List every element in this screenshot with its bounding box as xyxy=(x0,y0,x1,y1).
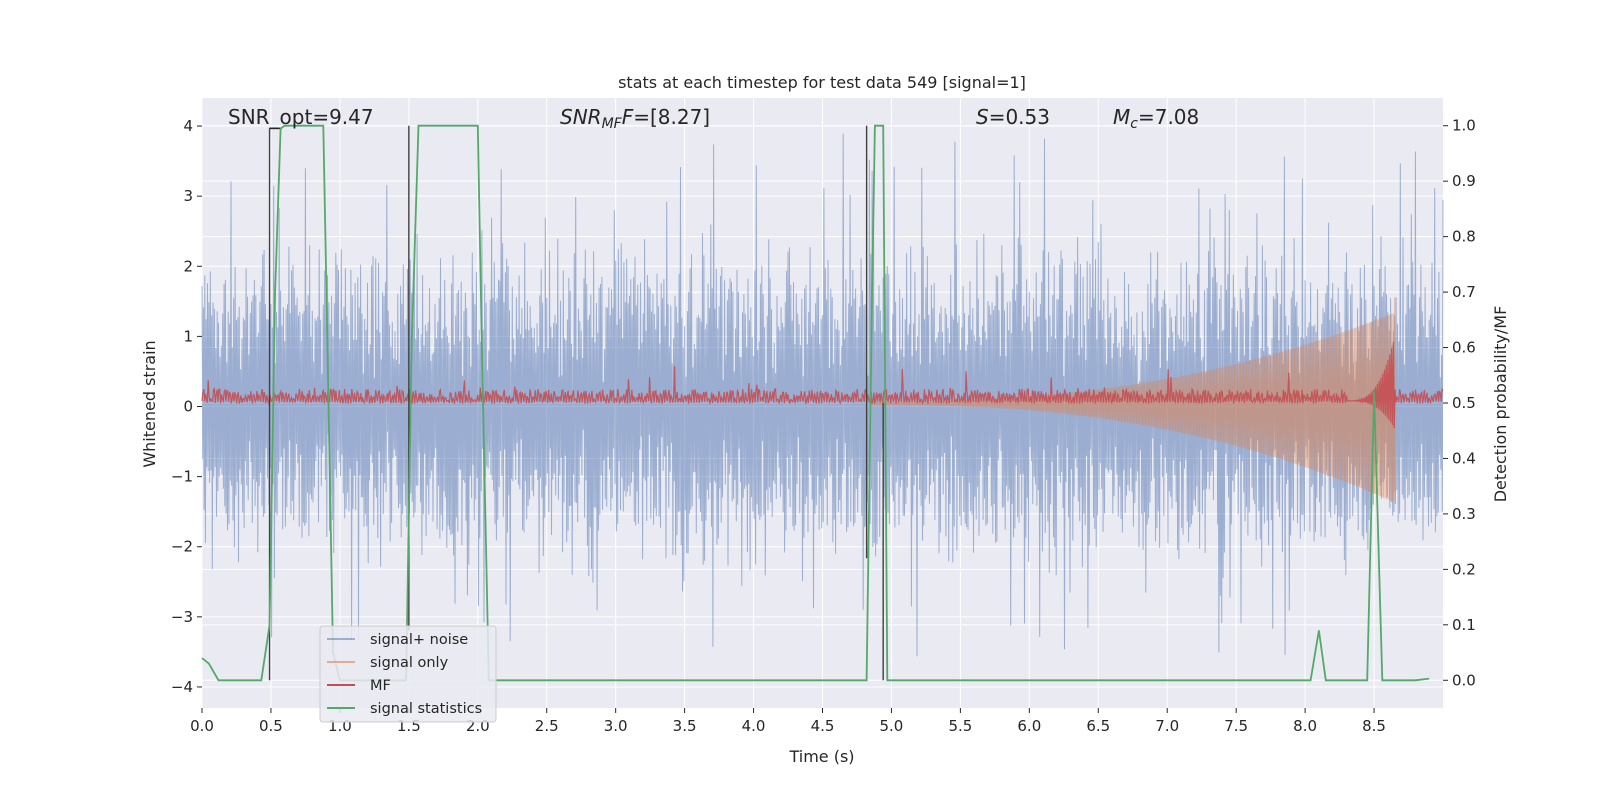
y-right-tick-label-7: 0.7 xyxy=(1452,283,1476,301)
legend-label-signal-statistics: signal statistics xyxy=(370,701,482,717)
x-tick-label-13: 6.5 xyxy=(1086,717,1110,735)
y-right-tick-label-3: 0.3 xyxy=(1452,505,1476,523)
x-axis-label: Time (s) xyxy=(788,747,854,766)
signal-statistics-line xyxy=(201,124,1430,682)
x-tick-label-15: 7.5 xyxy=(1224,717,1248,735)
signal-only-line xyxy=(870,297,1396,503)
legend-box xyxy=(319,625,497,723)
annotation-snr-mf: SNRMFF=[8.27] xyxy=(560,105,710,132)
x-tick-label-8: 4.0 xyxy=(742,717,766,735)
y-left-tick-label-3: −1 xyxy=(171,468,193,486)
legend-label-signal-only: signal only xyxy=(370,655,449,671)
y-left-tick-label-2: −2 xyxy=(171,538,193,556)
annotation-s: S=0.53 xyxy=(976,105,1050,129)
y-right-tick-label-2: 0.2 xyxy=(1452,560,1476,578)
x-tick-label-0: 0.0 xyxy=(190,717,214,735)
y-right-tick-labels: 0.0 0.1 0.2 0.3 0.4 0.5 0.6 0.7 0.8 0.9 1.0 xyxy=(1443,117,1476,689)
x-tick-label-16: 8.0 xyxy=(1293,717,1317,735)
x-tick-label-9: 4.5 xyxy=(811,717,835,735)
y-right-tick-label-10: 1.0 xyxy=(1452,117,1476,135)
series-signal-statistics xyxy=(201,124,1430,682)
y-right-tick-label-0: 0.0 xyxy=(1452,671,1476,689)
x-tick-label-12: 6.0 xyxy=(1017,717,1041,735)
x-tick-label-11: 5.5 xyxy=(948,717,972,735)
y-left-axis-label: Whitened strain xyxy=(140,340,159,467)
y-right-tick-label-4: 0.4 xyxy=(1452,449,1476,467)
y-right-tick-label-8: 0.8 xyxy=(1452,228,1476,246)
x-tick-label-10: 5.0 xyxy=(880,717,904,735)
y-left-tick-label-1: −3 xyxy=(171,608,193,626)
y-left-tick-label-6: 2 xyxy=(183,257,193,275)
x-tick-label-5: 2.5 xyxy=(535,717,559,735)
y-right-axis-label: Detection probability/MF xyxy=(1491,306,1510,503)
y-right-tick-label-5: 0.5 xyxy=(1452,394,1476,412)
legend: signal+ noise signal only MF signal stat… xyxy=(319,625,497,723)
y-left-tick-labels: −4 −3 −2 −1 0 1 2 3 4 xyxy=(171,117,202,696)
annotation-mc: Mc=7.08 xyxy=(1113,105,1199,132)
y-left-tick-label-0: −4 xyxy=(171,678,193,696)
legend-label-signal-noise: signal+ noise xyxy=(370,632,468,648)
y-right-tick-label-9: 0.9 xyxy=(1452,172,1476,190)
annotation-snr-opt: SNR_opt=9.47 xyxy=(228,105,374,129)
y-left-tick-label-5: 1 xyxy=(183,327,193,345)
x-tick-labels: 0.0 0.5 1.0 1.5 2.0 2.5 3.0 3.5 4.0 4.5 5.0 5.5 6.0 6… xyxy=(190,708,1386,735)
series-signal-only xyxy=(870,297,1396,503)
legend-label-mf: MF xyxy=(370,678,391,694)
x-tick-label-17: 8.5 xyxy=(1362,717,1386,735)
y-left-tick-label-8: 4 xyxy=(183,117,193,135)
chart-title: stats at each timestep for test data 549… xyxy=(618,73,1026,92)
y-left-tick-label-4: 0 xyxy=(183,398,193,416)
y-right-tick-label-1: 0.1 xyxy=(1452,616,1476,634)
y-right-tick-label-6: 0.6 xyxy=(1452,339,1476,357)
x-tick-label-7: 3.5 xyxy=(673,717,697,735)
x-tick-label-6: 3.0 xyxy=(604,717,628,735)
x-tick-label-14: 7.0 xyxy=(1155,717,1179,735)
x-tick-label-1: 0.5 xyxy=(259,717,283,735)
y-left-tick-label-7: 3 xyxy=(183,187,193,205)
